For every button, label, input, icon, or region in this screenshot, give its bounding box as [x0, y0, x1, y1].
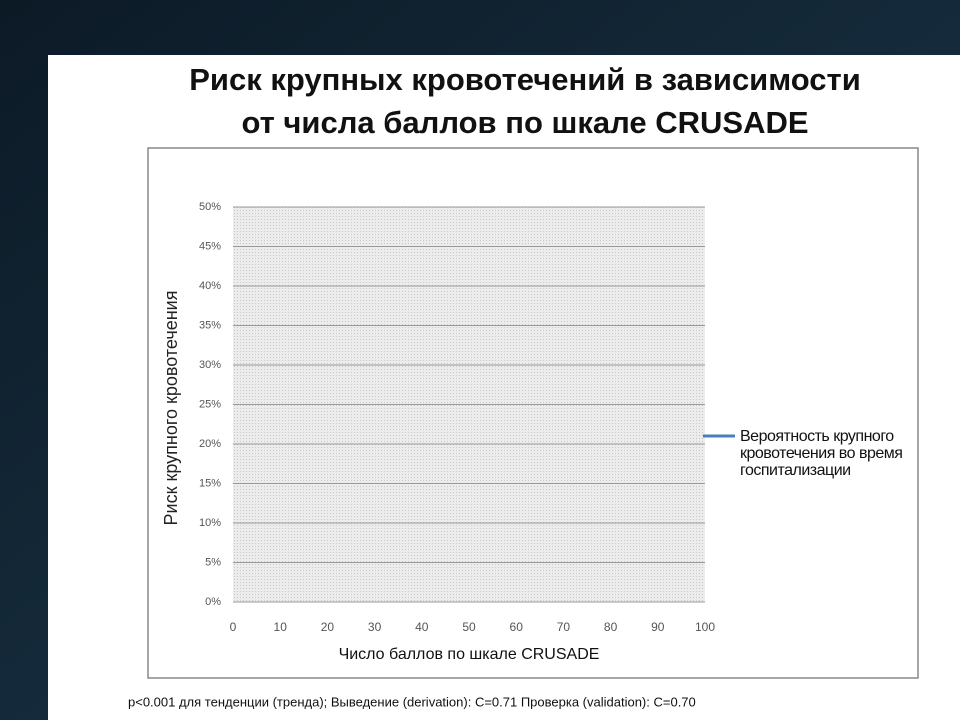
- y-tick-label: 10%: [199, 517, 221, 529]
- y-tick-label: 40%: [199, 280, 221, 292]
- y-tick-label: 15%: [199, 477, 221, 489]
- y-tick-label: 0%: [205, 596, 221, 608]
- y-tick-label: 25%: [199, 398, 221, 410]
- y-tick-label: 30%: [199, 359, 221, 371]
- x-tick-label: 80: [604, 620, 618, 634]
- y-tick-label: 20%: [199, 438, 221, 450]
- x-tick-label: 100: [695, 620, 715, 634]
- footnote: p<0.001 для тенденции (тренда); Выведени…: [128, 694, 696, 709]
- x-tick-label: 0: [230, 620, 237, 634]
- y-tick-label: 35%: [199, 319, 221, 331]
- y-axis-label: Риск крупного кровотечения: [161, 291, 181, 526]
- x-tick-label: 10: [274, 620, 288, 634]
- title-line: от числа баллов по шкале CRUSADE: [241, 105, 808, 140]
- x-tick-label: 30: [368, 620, 382, 634]
- x-tick-label: 90: [651, 620, 665, 634]
- y-tick-label: 45%: [199, 240, 221, 252]
- x-axis-label: Число баллов по шкале CRUSADE: [339, 646, 600, 663]
- x-tick-label: 50: [462, 620, 476, 634]
- legend-label: Вероятность крупного кровотечения во вре…: [740, 428, 903, 479]
- y-tick-label: 5%: [205, 556, 221, 568]
- title-line: Риск крупных кровотечений в зависимости: [189, 62, 861, 97]
- y-tick-label: 50%: [199, 201, 221, 213]
- x-tick-label: 70: [557, 620, 571, 634]
- x-tick-label: 20: [321, 620, 335, 634]
- x-tick-label: 60: [510, 620, 524, 634]
- x-tick-label: 40: [415, 620, 429, 634]
